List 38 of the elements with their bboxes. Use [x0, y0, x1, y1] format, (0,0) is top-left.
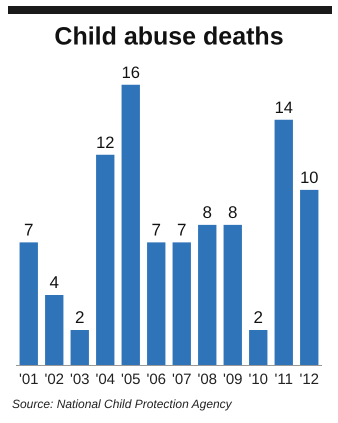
- x-tick-label: '03: [70, 371, 90, 388]
- data-label: 7: [24, 220, 34, 240]
- x-tick-label: '06: [146, 371, 166, 388]
- x-tick-label: '01: [18, 371, 39, 388]
- data-label: 8: [228, 202, 238, 222]
- bar: [96, 154, 114, 365]
- data-label: 10: [300, 168, 318, 187]
- data-label: 7: [177, 220, 186, 240]
- data-label: 2: [254, 308, 263, 327]
- x-tick-label: '09: [222, 371, 243, 388]
- data-label: 14: [274, 98, 293, 117]
- bar: [45, 294, 64, 365]
- bar: [122, 84, 140, 365]
- x-tick-label: '04: [95, 371, 116, 388]
- source-note: Source: National Child Protection Agency: [12, 397, 233, 411]
- x-tick-label: '02: [44, 371, 64, 388]
- bar: [147, 242, 166, 365]
- data-label: 4: [50, 272, 59, 292]
- chart-title: Child abuse deaths: [54, 22, 284, 51]
- bar: [249, 330, 268, 365]
- bar: [198, 224, 216, 365]
- x-tick-label: '10: [248, 371, 268, 388]
- bar: [224, 224, 242, 365]
- x-tick-label: '08: [197, 371, 218, 388]
- x-tick-label: '05: [120, 371, 141, 388]
- bar: [300, 190, 318, 365]
- data-label: 8: [202, 202, 212, 222]
- data-label: 16: [122, 64, 140, 82]
- x-tick-label: '07: [172, 371, 192, 388]
- data-label: 12: [96, 134, 114, 152]
- data-label: 2: [75, 308, 84, 327]
- data-label: 7: [152, 220, 161, 240]
- bar: [20, 242, 38, 365]
- bar: [274, 120, 293, 365]
- bar: [70, 330, 89, 365]
- x-tick-label: '12: [299, 371, 320, 388]
- bar: [172, 242, 191, 365]
- x-tick-label: '11: [274, 371, 293, 388]
